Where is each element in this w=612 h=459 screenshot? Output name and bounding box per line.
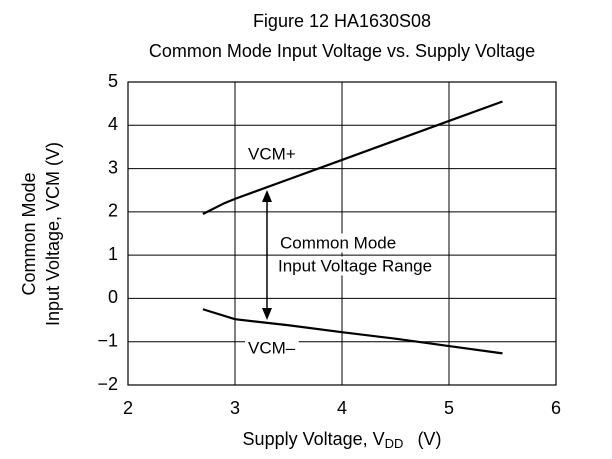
y-tick-label: 4 (108, 114, 118, 134)
x-tick-label: 2 (123, 398, 133, 418)
y-axis-label: Common Mode Input Voltage, VCM (V) (19, 142, 63, 326)
y-tick-label: −2 (97, 374, 118, 394)
x-tick-label: 6 (551, 398, 561, 418)
arrow-head (262, 190, 272, 202)
annotation-text: Input Voltage Range (278, 256, 432, 275)
y-tick-label: 5 (108, 71, 118, 91)
y-tick-label: 1 (108, 244, 118, 264)
series-line (202, 308, 503, 355)
x-tick-label: 5 (444, 398, 454, 418)
arrow-head (262, 308, 272, 320)
x-axis-label: Supply Voltage, VDD (V) (243, 429, 442, 452)
label-bg (275, 256, 436, 276)
x-label-text: Supply Voltage, V (243, 429, 385, 449)
label-bg (277, 233, 400, 253)
annotation: VCM+ (245, 144, 299, 164)
annotation: Common Mode (277, 233, 400, 253)
y-tick-label: 2 (108, 201, 118, 221)
y-tick-label: 0 (108, 287, 118, 307)
x-tick-label: 4 (337, 398, 347, 418)
y-tick-label: 3 (108, 157, 118, 177)
y-label-line: Common Mode (19, 172, 39, 295)
label-bg (245, 144, 299, 164)
annotation: VCM– (245, 338, 299, 358)
annotation: Input Voltage Range (275, 256, 436, 276)
chart-subtitle: Common Mode Input Voltage vs. Supply Vol… (149, 41, 535, 61)
x-label-sub: DD (385, 436, 404, 451)
annotation-text: VCM+ (248, 144, 296, 163)
x-tick-label: 3 (230, 398, 240, 418)
plot-frame (127, 81, 557, 386)
series-line (202, 100, 503, 216)
x-label-unit: (V) (417, 429, 441, 449)
y-label-line: Input Voltage, VCM (V) (43, 142, 63, 326)
label-bg (245, 338, 299, 358)
chart-title: Figure 12 HA1630S08 (253, 11, 431, 31)
annotation-text: VCM– (248, 338, 296, 357)
annotation-text: Common Mode (280, 233, 396, 252)
y-tick-label: −1 (97, 330, 118, 350)
